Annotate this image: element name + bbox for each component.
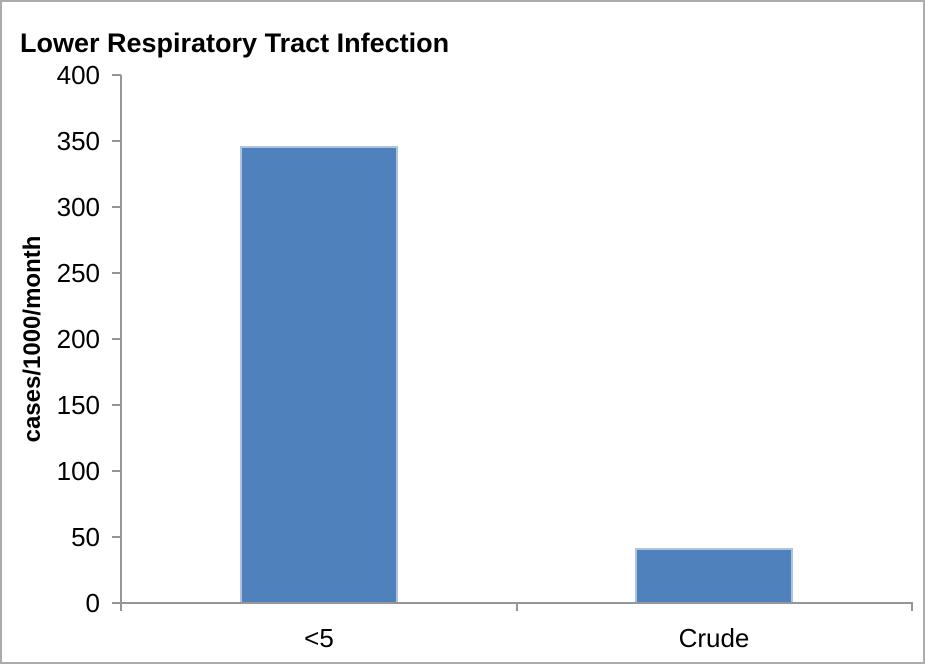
y-tick-label: 350 xyxy=(56,126,100,156)
y-tick-mark xyxy=(112,536,121,538)
y-tick-mark xyxy=(112,206,121,208)
chart-title: Lower Respiratory Tract Infection xyxy=(20,28,450,58)
y-tick-label: 100 xyxy=(56,456,100,486)
x-tick-mark xyxy=(516,603,518,611)
x-axis-line xyxy=(112,602,913,604)
bar-Crude xyxy=(635,547,793,603)
x-tick-mark xyxy=(120,603,122,611)
x-axis-label: Crude xyxy=(678,623,750,653)
y-tick-mark xyxy=(112,74,121,76)
x-tick-mark xyxy=(911,603,913,611)
y-tick-label: 200 xyxy=(56,324,100,354)
y-tick-mark xyxy=(112,470,121,472)
y-tick-mark xyxy=(112,140,121,142)
y-axis-line xyxy=(120,75,122,604)
y-tick-label: 250 xyxy=(56,258,100,288)
bar-<5 xyxy=(240,146,398,603)
y-tick-mark xyxy=(112,404,121,406)
y-tick-label: 400 xyxy=(56,60,100,90)
y-tick-mark xyxy=(112,338,121,340)
y-tick-label: 0 xyxy=(85,588,100,618)
y-tick-label: 50 xyxy=(71,522,100,552)
y-tick-mark xyxy=(112,272,121,274)
y-tick-label: 150 xyxy=(56,390,100,420)
x-axis-label: <5 xyxy=(304,623,334,653)
y-tick-label: 300 xyxy=(56,192,100,222)
